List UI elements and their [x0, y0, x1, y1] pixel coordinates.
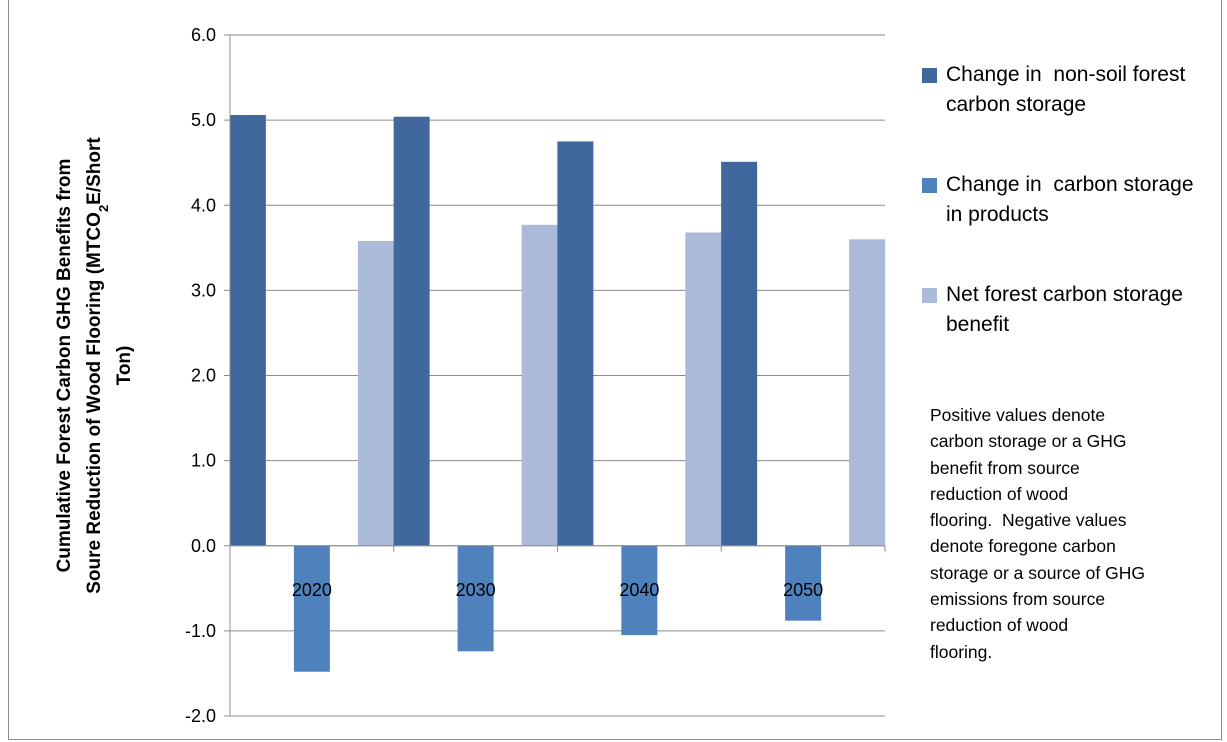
legend-item: Change in non-soil forest carbon storage	[922, 60, 1222, 120]
annotation-line: flooring. Negative values	[930, 510, 1127, 531]
x-tick-label: 2020	[292, 580, 332, 600]
y-tick-label: 3.0	[191, 280, 216, 300]
y-tick-label: 6.0	[191, 25, 216, 45]
axes	[229, 35, 886, 716]
legend-swatch	[922, 68, 937, 83]
y-tick-label: 1.0	[191, 451, 216, 471]
bar	[521, 224, 558, 546]
annotation-line: benefit from source	[930, 457, 1080, 478]
bar	[293, 545, 330, 672]
annotation-line: carbon storage or a GHG	[930, 431, 1127, 452]
legend-swatch	[922, 288, 937, 303]
annotation-line: Positive values denote	[930, 405, 1106, 425]
x-tick-label: 2030	[456, 580, 496, 600]
bar	[849, 239, 886, 546]
legend: Change in non-soil forest carbon storage C…	[922, 60, 1222, 390]
y-tick-labels: -2.0 -1.0 0.0 1.0 2.0 3.0 4.0 5.0 6.0	[185, 25, 216, 726]
annotation-line: flooring.	[930, 641, 993, 662]
x-tick-label: 2040	[619, 580, 659, 600]
annotation-line: reduction of wood	[930, 483, 1069, 504]
x-tick-label: 2050	[783, 580, 823, 600]
annotation-line: reduction of wood	[930, 615, 1069, 636]
bar	[785, 545, 822, 621]
legend-label: carbon storage	[946, 93, 1087, 116]
y-axis-label: Cumulative Forest Carbon GHG Benefits fr…	[54, 137, 135, 594]
legend-label: Net forest carbon storage	[946, 283, 1183, 306]
legend-label: Change in non-soil forest	[946, 63, 1186, 86]
annotation-note: Positive values denote carbon storage or …	[930, 402, 1200, 665]
annotation-line: storage or a source of GHG	[930, 562, 1145, 583]
bars	[229, 115, 886, 672]
annotation-line: emissions from source	[930, 589, 1106, 610]
chart-frame	[8, 0, 1222, 740]
y-tick-label: -1.0	[185, 621, 216, 641]
bar	[393, 116, 430, 546]
y-tick-label: 2.0	[191, 366, 216, 386]
legend-item: Net forest carbon storage benefit	[922, 280, 1222, 340]
bar	[685, 232, 722, 546]
y-tick-label: 4.0	[191, 195, 216, 215]
y-tick-label: 0.0	[191, 536, 216, 556]
legend-label: in products	[946, 203, 1049, 226]
bar	[621, 545, 658, 636]
annotation-line: denote foregone carbon	[930, 536, 1116, 557]
y-axis-label-line: Cumulative Forest Carbon GHG Benefits fr…	[54, 159, 75, 573]
legend-item: Change in carbon storage in products	[922, 170, 1222, 230]
legend-label: Change in carbon storage	[946, 173, 1194, 196]
y-axis-label-line: Soure Reduction of Wood Flooring (MTCO2E…	[84, 137, 111, 594]
y-axis-label-line: Ton)	[114, 346, 135, 386]
bar	[557, 141, 594, 546]
legend-label: benefit	[946, 313, 1010, 336]
bar	[721, 161, 758, 546]
bar	[229, 115, 266, 546]
bar	[357, 241, 394, 546]
legend-swatch	[922, 178, 937, 193]
y-tick-label: -2.0	[185, 706, 216, 726]
y-tick-label: 5.0	[191, 110, 216, 130]
x-tick-labels: 2020 2030 2040 2050	[292, 580, 823, 600]
bar	[457, 545, 494, 652]
